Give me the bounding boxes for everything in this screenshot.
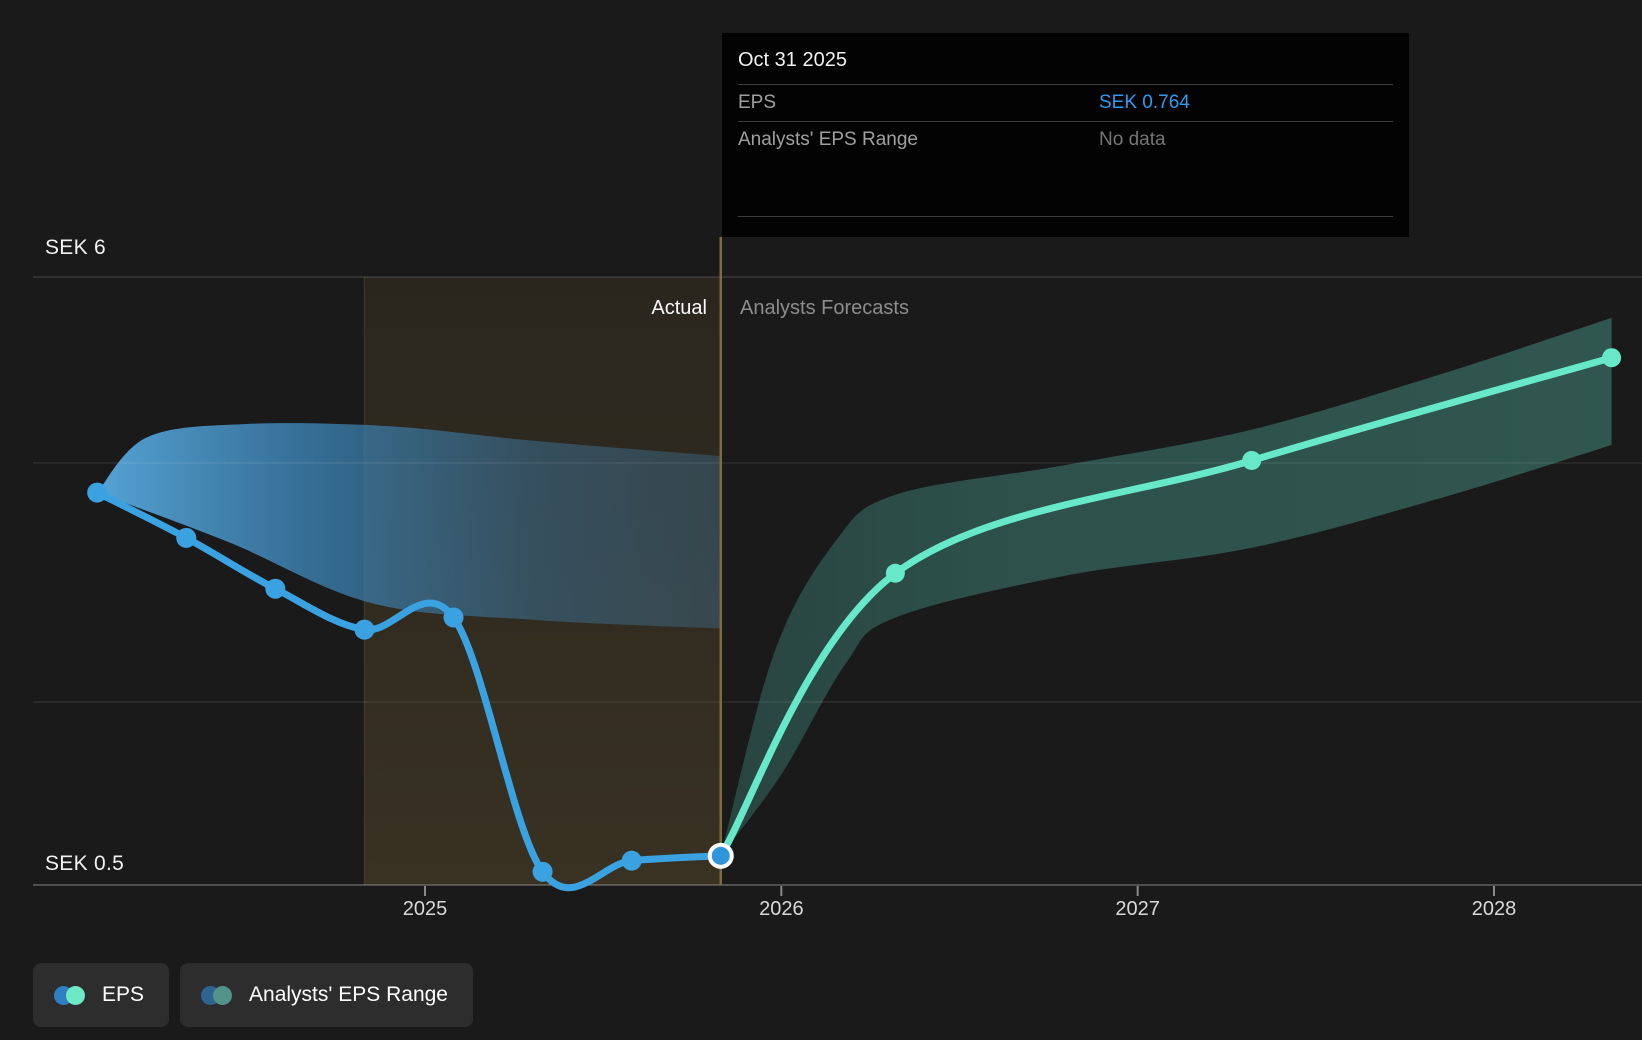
chart-legend: EPS Analysts' EPS Range bbox=[33, 963, 473, 1027]
eps-forecast-line bbox=[717, 354, 1616, 860]
y-axis-top-label: SEK 6 bbox=[45, 236, 107, 259]
chart-tooltip: Oct 31 2025 EPS SEK 0.764 Analysts' EPS … bbox=[722, 33, 1409, 237]
tooltip-date: Oct 31 2025 bbox=[738, 49, 847, 71]
eps-actual-line bbox=[93, 489, 725, 891]
legend-item-eps[interactable]: EPS bbox=[33, 963, 170, 1027]
tooltip-bottom-divider bbox=[738, 216, 1393, 217]
x-axis-label-2028: 2028 bbox=[1471, 898, 1517, 920]
actual-data-point[interactable] bbox=[87, 482, 108, 503]
tooltip-eps-value: SEK 0.764 bbox=[1099, 92, 1190, 113]
analysts-eps-range-band bbox=[720, 317, 1612, 856]
tooltip-range-label: Analysts' EPS Range bbox=[738, 129, 918, 150]
legend-item-analysts-range[interactable]: Analysts' EPS Range bbox=[180, 963, 473, 1027]
tooltip-range-value: No data bbox=[1099, 129, 1166, 150]
x-axis-label-2025: 2025 bbox=[402, 898, 448, 920]
tooltip-row-range: Analysts' EPS Range No data bbox=[738, 121, 1393, 158]
selected-data-point[interactable] bbox=[707, 842, 734, 869]
actual-data-point[interactable] bbox=[532, 861, 553, 882]
y-axis-bottom-label: SEK 0.5 bbox=[45, 852, 125, 875]
forecast-data-point[interactable] bbox=[1242, 451, 1262, 471]
actual-data-point[interactable] bbox=[621, 850, 642, 871]
actual-data-point[interactable] bbox=[354, 619, 375, 640]
historical-range-band bbox=[97, 423, 721, 629]
forecast-data-point[interactable] bbox=[885, 563, 905, 583]
tooltip-eps-label: EPS bbox=[738, 92, 777, 113]
legend-analysts-range-label: Analysts' EPS Range bbox=[249, 983, 448, 1006]
x-axis-label-2027: 2027 bbox=[1115, 898, 1160, 920]
analysts-range-series-icon bbox=[201, 985, 233, 1005]
x-axis-label-2026: 2026 bbox=[759, 898, 804, 920]
tooltip-row-eps: EPS SEK 0.764 bbox=[738, 84, 1393, 121]
forecast-phase-label: Analysts Forecasts bbox=[740, 297, 909, 319]
eps-series-icon bbox=[54, 985, 85, 1005]
actual-data-point[interactable] bbox=[265, 578, 286, 599]
actual-data-point[interactable] bbox=[176, 527, 197, 548]
legend-eps-label: EPS bbox=[102, 983, 145, 1006]
actual-data-point[interactable] bbox=[443, 607, 464, 628]
forecast-data-point[interactable] bbox=[1602, 348, 1622, 368]
actual-phase-label: Actual bbox=[651, 297, 707, 319]
